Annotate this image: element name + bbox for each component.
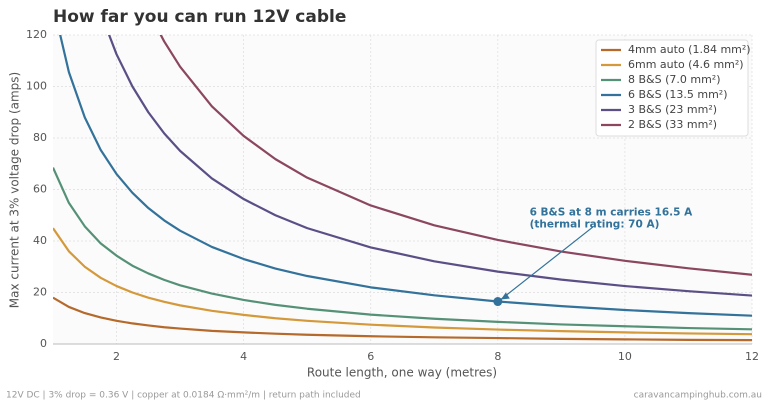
footer-note: 12V DC | 3% drop = 0.36 V | copper at 0.…	[6, 391, 361, 401]
legend-label: 2 B&S (33 mm²)	[628, 118, 717, 131]
legend-box	[595, 39, 749, 137]
x-tick-label: 10	[618, 350, 632, 363]
annotation-arrow	[500, 226, 594, 300]
y-tick-label: 40	[33, 234, 47, 247]
y-axis-label: Max current at 3% voltage drop (amps)	[8, 72, 22, 308]
annotation-text: 6 B&S at 8 m carries 16.5 A	[530, 207, 694, 219]
legend-label: 3 B&S (23 mm²)	[628, 103, 717, 116]
series-line	[107, 35, 752, 297]
series-line	[59, 35, 752, 317]
y-tick-label: 80	[33, 131, 47, 144]
legend-label: 4mm auto (1.84 mm²)	[628, 43, 751, 56]
legend-label: 6 B&S (13.5 mm²)	[628, 88, 728, 101]
y-tick-label: 60	[33, 183, 47, 196]
x-tick-label: 6	[367, 350, 374, 363]
series-line	[53, 296, 752, 342]
series-line	[53, 167, 752, 331]
y-tick-label: 0	[40, 337, 47, 350]
x-tick-label: 4	[240, 350, 247, 363]
annotated-point	[493, 297, 503, 307]
y-tick-label: 120	[26, 28, 47, 41]
x-tick-label: 12	[745, 350, 759, 363]
legend-label: 6mm auto (4.6 mm²)	[628, 58, 744, 71]
x-axis-label: Route length, one way (metres)	[307, 366, 497, 380]
annotation-arrowhead	[500, 292, 510, 300]
series-line	[159, 35, 752, 276]
x-tick-label: 2	[113, 350, 120, 363]
y-tick-label: 100	[26, 80, 47, 93]
y-tick-label: 20	[33, 286, 47, 299]
annotation-text: (thermal rating: 70 A)	[530, 219, 660, 231]
plot-lines	[53, 35, 752, 342]
x-tick-label: 8	[494, 350, 501, 363]
footer-source: caravancampinghub.com.au	[634, 391, 762, 401]
series-line	[53, 227, 752, 336]
chart-title: How far you can run 12V cable	[53, 7, 346, 27]
legend-label: 8 B&S (7.0 mm²)	[628, 73, 721, 86]
